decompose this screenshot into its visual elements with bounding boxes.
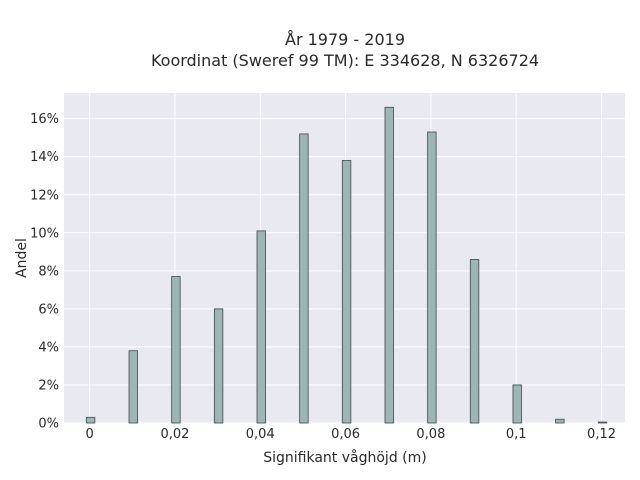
x-tick-label: 0 bbox=[85, 427, 93, 442]
histogram-bar bbox=[85, 416, 96, 424]
x-tick-label: 0,08 bbox=[416, 427, 445, 442]
y-tick-labels: 0% 2% 4% 6% 8% 10% 12% 14% 16% bbox=[30, 112, 59, 431]
y-tick-label: 10% bbox=[30, 226, 59, 241]
y-tick-label: 16% bbox=[30, 112, 59, 127]
x-tick-label: 0,04 bbox=[246, 427, 275, 442]
histogram-bar bbox=[427, 131, 437, 424]
x-tick-label: 0,1 bbox=[506, 427, 527, 442]
y-tick-label: 0% bbox=[38, 417, 59, 432]
y-tick-label: 4% bbox=[38, 340, 59, 355]
histogram-bar bbox=[597, 421, 608, 424]
histogram-bar bbox=[171, 276, 181, 424]
histogram-bar bbox=[384, 106, 394, 424]
x-tick-label: 0,12 bbox=[587, 427, 616, 442]
histogram-bar bbox=[213, 308, 224, 424]
histogram-bar bbox=[128, 350, 138, 424]
histogram-bar bbox=[299, 133, 309, 424]
y-axis-title: Andel bbox=[14, 238, 30, 278]
y-tick-label: 14% bbox=[30, 150, 59, 165]
x-axis-title: Signifikant våghöjd (m) bbox=[263, 449, 426, 466]
x-tick-label: 0,06 bbox=[331, 427, 360, 442]
histogram-bar bbox=[512, 384, 522, 424]
chart-title-line-2: Koordinat (Sweref 99 TM): E 334628, N 63… bbox=[151, 51, 539, 70]
x-tick-label: 0,02 bbox=[160, 427, 189, 442]
y-tick-label: 8% bbox=[38, 264, 59, 279]
y-tick-label: 2% bbox=[38, 378, 59, 393]
x-tick-labels: 0 0,02 0,04 0,06 0,08 0,1 0,12 bbox=[85, 427, 616, 442]
y-tick-label: 6% bbox=[38, 302, 59, 317]
bars bbox=[85, 106, 608, 424]
histogram-bar bbox=[469, 259, 480, 424]
histogram-bar bbox=[256, 230, 266, 424]
histogram-bar bbox=[341, 160, 352, 424]
y-tick-label: 12% bbox=[30, 188, 59, 203]
chart-title-line-1: År 1979 - 2019 bbox=[285, 30, 405, 49]
histogram-bar bbox=[555, 418, 565, 424]
